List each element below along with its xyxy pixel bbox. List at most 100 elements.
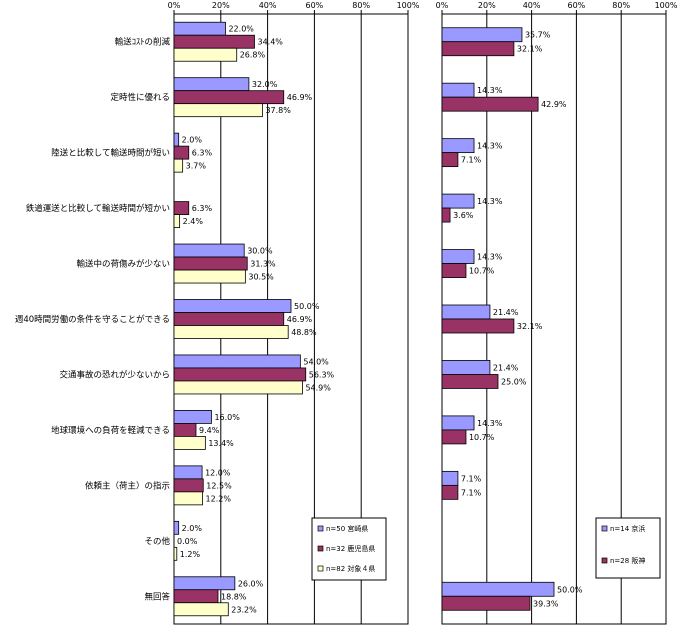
bar	[173, 546, 178, 561]
data-label: 42.9%	[541, 100, 567, 109]
data-label: 14.3%	[477, 253, 503, 262]
bar	[173, 158, 184, 173]
data-label: 12.0%	[205, 468, 231, 477]
data-label: 14.3%	[477, 86, 503, 95]
data-label: 34.4%	[257, 38, 283, 47]
bar	[441, 470, 459, 486]
data-label: 2.4%	[183, 217, 204, 226]
bar	[441, 581, 555, 597]
bar	[173, 423, 197, 437]
data-label: 26.0%	[238, 579, 264, 588]
bar	[173, 90, 285, 105]
bar	[441, 96, 539, 112]
x-tick-label: 60%	[568, 1, 586, 10]
category-label: 無回答	[144, 591, 170, 602]
bar	[173, 214, 181, 228]
data-label: 30.5%	[248, 273, 274, 282]
bar	[173, 465, 203, 480]
bar	[441, 207, 451, 223]
data-label: 54.9%	[305, 383, 331, 392]
x-tick-label: 100%	[655, 1, 678, 10]
data-label: 12.2%	[206, 494, 232, 503]
legend-label: n=28 阪神	[610, 556, 645, 565]
x-tick-label: 20%	[212, 1, 230, 10]
data-label: 48.8%	[291, 328, 317, 337]
x-tick-label: 40%	[523, 1, 541, 10]
x-tick-label: 0%	[436, 1, 449, 10]
bar	[173, 367, 307, 382]
bar	[173, 34, 255, 49]
data-label: 37.8%	[265, 106, 291, 115]
data-label: 32.0%	[252, 80, 278, 89]
legend-swatch	[317, 545, 324, 552]
x-tick-label: 80%	[612, 1, 630, 10]
legend-swatch	[601, 557, 608, 564]
bar	[441, 415, 475, 431]
data-label: 50.0%	[294, 302, 320, 311]
bar	[173, 201, 190, 215]
bar	[173, 269, 246, 284]
bar	[173, 132, 180, 147]
x-tick-label: 100%	[397, 1, 420, 10]
bar	[173, 145, 190, 160]
data-label: 10.7%	[469, 433, 495, 442]
category-label: 地球環境への負荷を軽減できる	[51, 425, 170, 436]
category-label: 定時性に優れる	[110, 92, 170, 103]
bar	[173, 520, 180, 535]
bar	[441, 193, 475, 209]
bar	[173, 491, 203, 506]
data-label: 7.1%	[461, 156, 482, 165]
data-label: 10.7%	[469, 267, 495, 276]
bar	[441, 249, 475, 264]
data-label: 25.0%	[501, 377, 527, 386]
data-label: 23.2%	[231, 605, 257, 614]
data-label: 12.5%	[206, 481, 232, 490]
bar	[441, 374, 499, 389]
data-label: 26.8%	[240, 51, 266, 60]
data-label: 50.0%	[557, 585, 583, 594]
bar	[441, 429, 467, 445]
legend-label: n=14 京浜	[610, 524, 645, 533]
data-label: 9.4%	[199, 426, 220, 435]
x-tick-label: 80%	[352, 1, 370, 10]
data-label: 21.4%	[493, 363, 519, 372]
bar	[441, 152, 459, 168]
bar	[173, 602, 229, 617]
data-label: 16.0%	[214, 413, 240, 422]
data-label: 35.7%	[525, 31, 551, 40]
data-label: 2.0%	[182, 524, 203, 533]
bar	[173, 576, 236, 591]
data-label: 7.1%	[461, 474, 482, 483]
legend-box	[311, 517, 387, 581]
category-label: 陸送と比較して輸送時間が短い	[51, 148, 170, 159]
bar	[173, 21, 226, 36]
bar	[173, 354, 301, 369]
bar	[441, 360, 491, 375]
bar	[173, 243, 245, 258]
category-label: 交通事故の恐れが少ないから	[59, 369, 170, 380]
bar	[173, 312, 285, 326]
legend-label: n=82 対象４県	[326, 564, 375, 573]
data-label: 13.4%	[208, 439, 234, 448]
data-label: 6.3%	[192, 204, 213, 213]
data-label: 46.9%	[287, 93, 313, 102]
data-label: 0.0%	[177, 537, 198, 546]
x-tick-label: 20%	[478, 1, 496, 10]
data-label: 56.3%	[309, 370, 335, 379]
bar	[173, 436, 206, 450]
category-label: 鉄道運送と比較して輸送時間が短かい	[26, 203, 170, 214]
data-label: 31.3%	[250, 260, 276, 269]
bar	[173, 478, 204, 493]
bar	[441, 41, 515, 57]
category-label: 輸送ｺｽﾄの削減	[115, 37, 171, 48]
bar	[173, 380, 303, 395]
data-label: 3.6%	[453, 211, 474, 220]
bar	[173, 589, 219, 604]
x-tick-label: 40%	[259, 1, 277, 10]
chart-panel-1: 0% 20% 40% 60% 80% 100% 輸送ｺｽﾄの削減 22.0%34.4% 26.8…	[15, 1, 420, 625]
data-label: 18.8%	[221, 592, 247, 601]
x-tick-label: 0%	[168, 1, 181, 10]
data-label: 3.7%	[186, 162, 207, 171]
data-label: 14.3%	[477, 419, 503, 428]
